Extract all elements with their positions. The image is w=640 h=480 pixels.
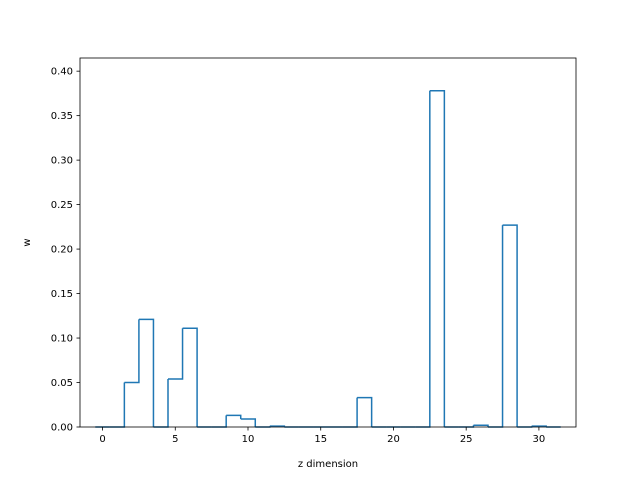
histogram-bin-23 — [429, 89, 446, 427]
x-tick-label: 20 — [387, 434, 400, 445]
y-tick-label: 0.20 — [51, 245, 73, 256]
x-axis-label: z dimension — [298, 459, 358, 470]
x-axis: 0 5 10 15 20 25 30 — [99, 427, 545, 445]
histogram-bin-10 — [240, 418, 257, 427]
histogram-bin-2 — [124, 319, 140, 384]
x-tick-label: 10 — [242, 434, 255, 445]
y-tick-label: 0.10 — [51, 334, 73, 345]
x-tick-label: 15 — [314, 434, 327, 445]
histogram-bin-5 — [168, 328, 184, 380]
y-tick-label: 0.40 — [51, 67, 73, 78]
y-axis: 0.00 0.05 0.10 0.15 0.20 0.25 0.30 0.35 0.40 — [51, 67, 80, 434]
histogram-bin-6 — [182, 327, 198, 427]
x-tick-label: 5 — [172, 434, 178, 445]
y-tick-label: 0.25 — [51, 200, 73, 211]
axes-frame — [79, 57, 577, 428]
y-tick-label: 0.30 — [51, 156, 73, 167]
y-tick-label: 0.35 — [51, 111, 73, 122]
histogram-bin-3 — [138, 318, 155, 427]
y-tick-label: 0.00 — [51, 423, 73, 434]
x-tick-label: 30 — [533, 434, 546, 445]
y-tick-label: 0.05 — [51, 378, 73, 389]
y-axis-label: w — [22, 238, 33, 246]
histogram-bin-18 — [357, 396, 373, 427]
histogram-bin-28 — [502, 224, 518, 427]
y-tick-label: 0.15 — [51, 289, 73, 300]
x-tick-label: 25 — [460, 434, 473, 445]
histogram-bin-9 — [226, 414, 242, 419]
x-tick-label: 0 — [99, 434, 105, 445]
